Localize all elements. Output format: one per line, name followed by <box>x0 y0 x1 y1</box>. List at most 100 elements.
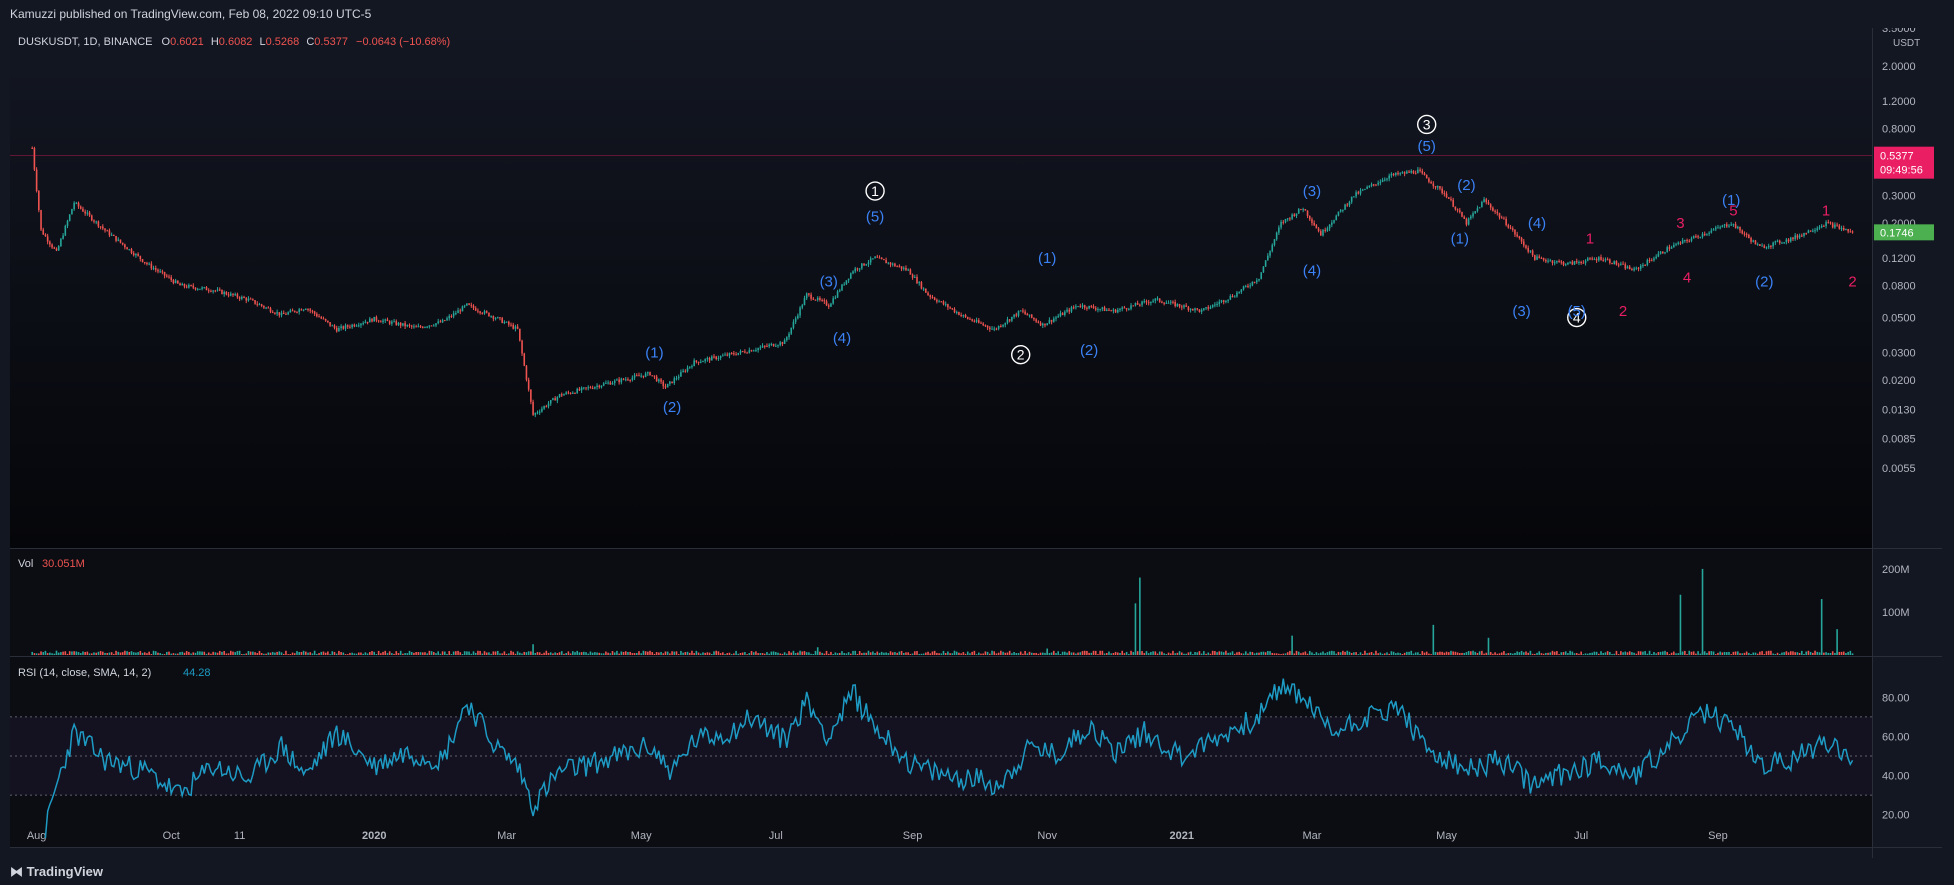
volume-bar <box>1139 577 1141 655</box>
tradingview-logo[interactable]: ⧓ TradingView <box>10 864 103 880</box>
volume-bar <box>1851 653 1854 655</box>
candle-body <box>1417 169 1419 174</box>
candle-body <box>483 311 486 314</box>
volume-bar <box>766 652 768 655</box>
volume-bar <box>1066 652 1068 655</box>
wave-label: (1) <box>1451 230 1469 247</box>
volume-bar <box>1403 652 1406 655</box>
volume-bar <box>691 650 693 655</box>
volume-pane[interactable] <box>10 549 1872 656</box>
volume-bar <box>951 653 954 655</box>
volume-bar <box>1072 652 1075 655</box>
volume-bar <box>1725 652 1728 655</box>
candle-body <box>1699 236 1702 238</box>
volume-bar <box>1714 654 1717 655</box>
rsi-pane[interactable] <box>10 657 1872 847</box>
volume-bar <box>1099 650 1101 655</box>
candle-body <box>982 323 985 326</box>
price-unit-label: USDT <box>1893 38 1920 49</box>
candle-body <box>132 253 135 256</box>
candle-body <box>1072 307 1075 309</box>
volume-bar <box>1180 652 1183 655</box>
candle-body <box>1686 239 1688 241</box>
candle-body <box>894 263 896 267</box>
candle-body <box>470 304 473 306</box>
volume-bar <box>1000 650 1002 655</box>
volume-bar <box>1809 651 1812 655</box>
volume-bar <box>1686 654 1688 655</box>
candle-body <box>1697 236 1699 238</box>
volume-bar <box>545 650 548 655</box>
volume-bar <box>830 651 832 655</box>
candle-body <box>947 304 949 308</box>
candle-body <box>655 376 658 382</box>
volume-bar <box>1059 654 1062 655</box>
candle-body <box>1317 228 1320 232</box>
candle-body <box>936 299 938 302</box>
candle-body <box>102 226 104 229</box>
candle-body <box>406 324 409 327</box>
volume-bar <box>1004 652 1007 655</box>
volume-bar <box>1456 652 1459 655</box>
candle-body <box>1483 199 1485 203</box>
symbol-legend[interactable]: DUSKUSDT, 1D, BINANCE O0.6021 H0.6082 L0… <box>18 36 450 48</box>
candle-body <box>1359 190 1362 194</box>
volume-bar <box>1547 652 1549 655</box>
candle-body <box>285 313 287 315</box>
candle-body <box>79 206 82 209</box>
volume-bar <box>554 652 556 655</box>
candle-body <box>1264 260 1267 267</box>
candle-body <box>1260 272 1263 279</box>
candle-body <box>1573 261 1576 265</box>
candle-body <box>790 327 793 334</box>
price-axis[interactable]: 3.50002.00001.20000.80000.50000.30000.20… <box>1882 28 1920 475</box>
volume-bar <box>512 651 515 655</box>
volume-bar <box>812 654 815 655</box>
candle-body <box>1019 310 1022 312</box>
candle-body <box>1520 237 1523 242</box>
chart[interactable]: DUSKUSDT, 1D, BINANCE O0.6021 H0.6082 L0… <box>0 28 1954 858</box>
candle-body <box>733 353 735 355</box>
price-pane[interactable] <box>10 28 1872 548</box>
candle-body <box>1105 309 1108 311</box>
volume-bar <box>1377 653 1379 655</box>
candle-body <box>157 269 159 272</box>
candle-body <box>783 340 786 344</box>
volume-bar <box>819 651 821 655</box>
volume-bar <box>362 653 364 655</box>
volume-bar <box>686 651 689 655</box>
volume-bar <box>680 650 682 655</box>
candle-body <box>481 312 484 314</box>
candle-body <box>1419 169 1421 171</box>
volume-bar <box>768 653 770 655</box>
candle-body <box>137 254 139 256</box>
volume-legend[interactable]: Vol 30.051M <box>18 558 85 570</box>
volume-bar <box>1357 654 1360 655</box>
candle-body <box>1602 259 1605 261</box>
volume-bar <box>1361 653 1364 655</box>
candle-body <box>1335 215 1338 221</box>
candle-body <box>494 318 497 320</box>
volume-bar <box>790 652 793 655</box>
candle-body <box>62 235 64 239</box>
rsi-legend[interactable]: RSI (14, close, SMA, 14, 2) 44.28 <box>18 667 211 679</box>
volume-bar <box>1134 603 1137 655</box>
volume-bar <box>110 652 113 655</box>
volume-bar <box>1571 651 1574 655</box>
candle-body <box>627 379 629 381</box>
candle-body <box>1595 259 1598 261</box>
candle-body <box>287 312 289 315</box>
candle-body <box>1478 207 1481 209</box>
candle-body <box>439 321 442 323</box>
candle-body <box>324 318 327 321</box>
candle-body <box>1538 256 1541 258</box>
candle-body <box>1008 319 1011 321</box>
candle-body <box>521 340 523 354</box>
candle-body <box>1567 262 1569 265</box>
time-axis[interactable]: Aug Oct 11 2020 Mar May Jul Sep Nov 2021 Mar May Jul… <box>27 830 1728 842</box>
candle-body <box>1183 305 1185 308</box>
volume-bar <box>1253 653 1256 655</box>
volume-bar <box>649 650 651 655</box>
volume-bar <box>1600 651 1602 655</box>
volume-bar <box>1097 654 1099 655</box>
